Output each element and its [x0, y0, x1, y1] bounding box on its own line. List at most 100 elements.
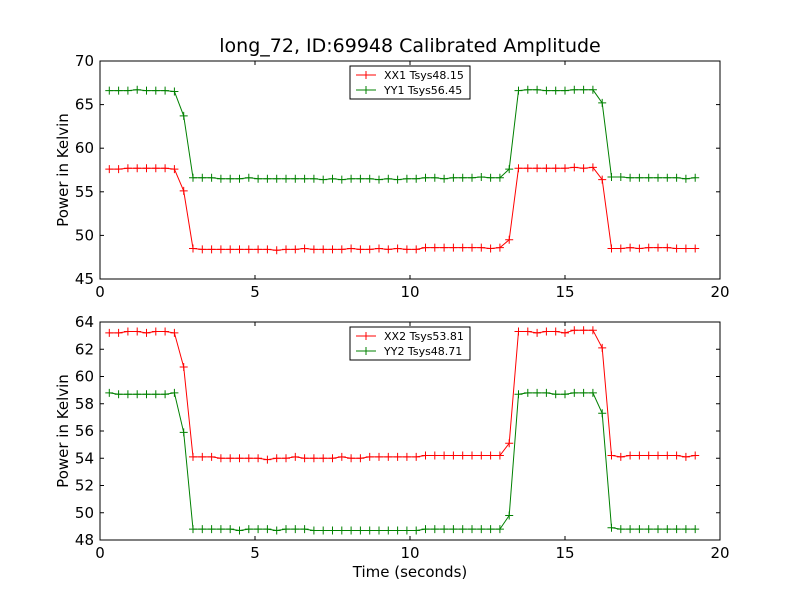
x-tick-label: 20 — [710, 544, 729, 562]
data-point — [384, 452, 393, 461]
legend-box — [349, 326, 471, 361]
data-point — [598, 175, 607, 184]
data-point — [477, 451, 486, 460]
data-point — [635, 525, 644, 534]
data-point — [393, 526, 402, 535]
data-point — [384, 526, 393, 535]
data-point — [170, 328, 179, 337]
data-point — [523, 85, 532, 94]
y-tick-label: 64 — [75, 313, 94, 331]
data-point — [561, 86, 569, 95]
series-line — [109, 329, 696, 461]
data-point — [644, 451, 653, 460]
data-point — [114, 390, 123, 399]
data-point — [282, 454, 290, 463]
data-point — [654, 451, 662, 460]
data-point — [486, 173, 495, 182]
data-point — [133, 164, 142, 173]
data-point — [440, 243, 449, 252]
data-point — [393, 175, 402, 184]
data-point — [561, 328, 569, 337]
data-point — [179, 363, 188, 371]
data-point — [384, 174, 393, 183]
data-point — [430, 451, 439, 460]
data-point — [570, 85, 579, 94]
data-point — [533, 85, 542, 94]
data-point — [114, 165, 123, 174]
data-point — [105, 86, 114, 95]
data-point — [375, 452, 383, 461]
data-point — [161, 327, 170, 336]
data-point — [412, 526, 421, 535]
data-point — [514, 164, 523, 173]
series-line — [109, 392, 696, 532]
data-point — [468, 243, 476, 252]
data-point — [412, 452, 421, 461]
data-point — [588, 326, 597, 335]
data-point — [477, 173, 486, 181]
data-point — [133, 85, 142, 94]
data-point — [551, 164, 560, 173]
data-point — [402, 174, 411, 183]
x-tick-label: 20 — [710, 283, 729, 301]
data-point — [365, 245, 374, 254]
data-point — [672, 451, 681, 460]
data-point — [402, 245, 411, 254]
data-point — [207, 525, 216, 534]
data-point — [691, 451, 700, 460]
data-point — [272, 174, 281, 183]
data-point — [402, 452, 411, 461]
series-1 — [105, 163, 700, 255]
data-point — [579, 164, 588, 173]
data-point — [328, 454, 337, 463]
data-point — [681, 244, 690, 253]
data-point — [458, 243, 467, 252]
data-point — [644, 173, 653, 182]
y-tick-label: 54 — [75, 449, 94, 467]
data-point — [244, 525, 253, 534]
data-point — [319, 526, 328, 535]
data-point — [579, 85, 588, 94]
data-point — [430, 173, 439, 182]
series-line — [109, 89, 696, 181]
data-point — [254, 525, 263, 534]
data-point — [189, 525, 197, 534]
data-point — [616, 173, 625, 181]
data-point — [570, 388, 579, 397]
series-2 — [105, 388, 700, 535]
y-tick-label: 58 — [75, 395, 94, 413]
data-point — [421, 173, 430, 182]
data-point — [142, 86, 151, 95]
data-point — [105, 388, 114, 397]
data-point — [216, 174, 225, 183]
legend-swatch-marker — [362, 71, 370, 79]
data-point — [542, 164, 551, 173]
data-point — [514, 86, 523, 95]
data-point — [309, 245, 318, 254]
data-point — [663, 451, 672, 460]
data-point — [319, 245, 328, 254]
data-point — [551, 86, 560, 95]
data-point — [588, 163, 597, 172]
data-point — [179, 111, 188, 120]
data-point — [607, 173, 616, 181]
data-point — [263, 455, 272, 464]
data-point — [384, 245, 393, 254]
data-point — [198, 525, 207, 534]
data-point — [421, 525, 430, 534]
data-point — [654, 243, 662, 252]
data-point — [505, 511, 514, 520]
y-tick-label: 52 — [75, 477, 94, 495]
data-point — [644, 243, 653, 252]
data-point — [635, 173, 644, 182]
data-point — [523, 327, 532, 336]
data-point — [161, 390, 170, 399]
data-point — [300, 454, 309, 463]
data-point — [626, 451, 635, 460]
data-point — [691, 244, 700, 253]
x-tick-label: 10 — [400, 283, 419, 301]
legend-swatch-marker — [362, 347, 370, 355]
legend-swatch-marker — [362, 332, 370, 340]
data-point — [495, 451, 504, 460]
